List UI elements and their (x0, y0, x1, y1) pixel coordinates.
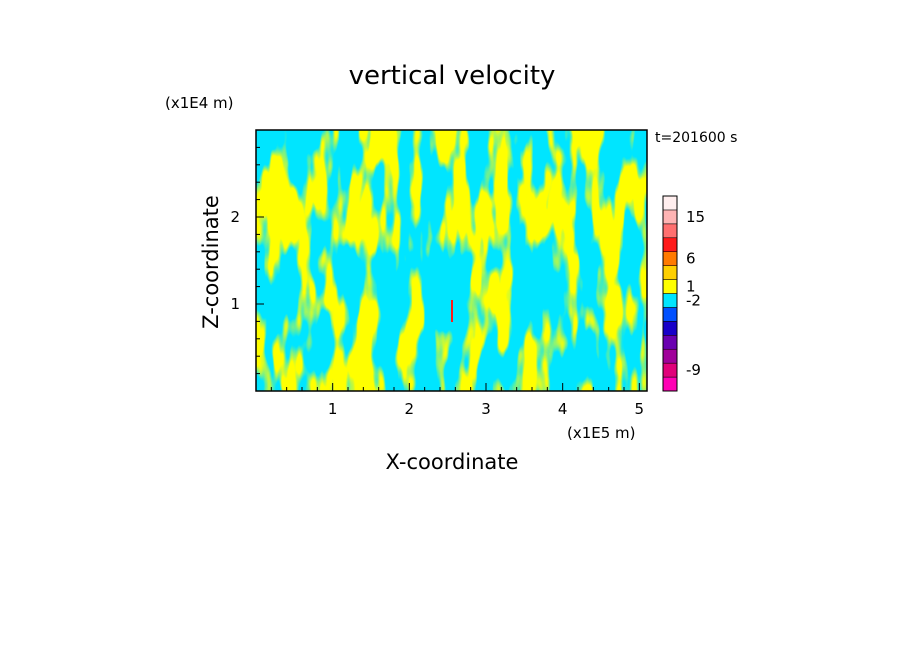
plot-area (256, 130, 647, 391)
colorbar-swatch (662, 293, 678, 308)
x-tick-label: 2 (405, 400, 415, 418)
x-tick-label: 4 (558, 400, 568, 418)
x-tick-label: 3 (481, 400, 491, 418)
colorbar-label: 1 (686, 278, 696, 296)
time-label: t=201600 s (655, 130, 737, 146)
field-pattern (256, 130, 647, 391)
colorbar-label: 15 (686, 208, 705, 226)
colorbar-swatch (662, 251, 678, 266)
colorbar-swatch (662, 321, 678, 336)
y-tick-label: 1 (230, 295, 240, 313)
colorbar-label: -2 (686, 291, 701, 309)
colorbar-swatch (662, 209, 678, 225)
y-axis-ticks: 12 (230, 146, 264, 375)
x-tick-label: 1 (328, 400, 338, 418)
colorbar-swatch (662, 265, 678, 280)
y-tick-label: 2 (230, 208, 240, 226)
colorbar-label: 6 (686, 250, 696, 268)
plot-frame (255, 129, 648, 392)
colorbar-swatch (662, 335, 678, 350)
red-streak (451, 300, 453, 322)
y-unit-label: (x1E4 m) (165, 94, 234, 112)
chart-title: vertical velocity (349, 61, 556, 91)
colorbar-frame (662, 195, 678, 392)
colorbar-swatch (662, 376, 678, 392)
x-tick-label: 5 (635, 400, 645, 418)
x-axis-ticks: 1 2 3 4 5 (270, 383, 645, 418)
y-axis-label: Z-coordinate (199, 195, 223, 329)
x-unit-label: (x1E5 m) (567, 424, 636, 442)
colorbar-label: -9 (686, 361, 701, 379)
colorbar-swatch (662, 348, 678, 364)
colorbar-swatch (662, 223, 678, 239)
colorbar-swatch (662, 279, 678, 294)
colorbar-swatch (662, 307, 678, 322)
x-axis-label: X-coordinate (386, 450, 519, 474)
colorbar-swatch (662, 237, 678, 252)
colorbar-swatch (662, 195, 678, 211)
colorbar: -9 -21 6 15 (662, 195, 705, 392)
colorbar-swatch (662, 362, 678, 378)
